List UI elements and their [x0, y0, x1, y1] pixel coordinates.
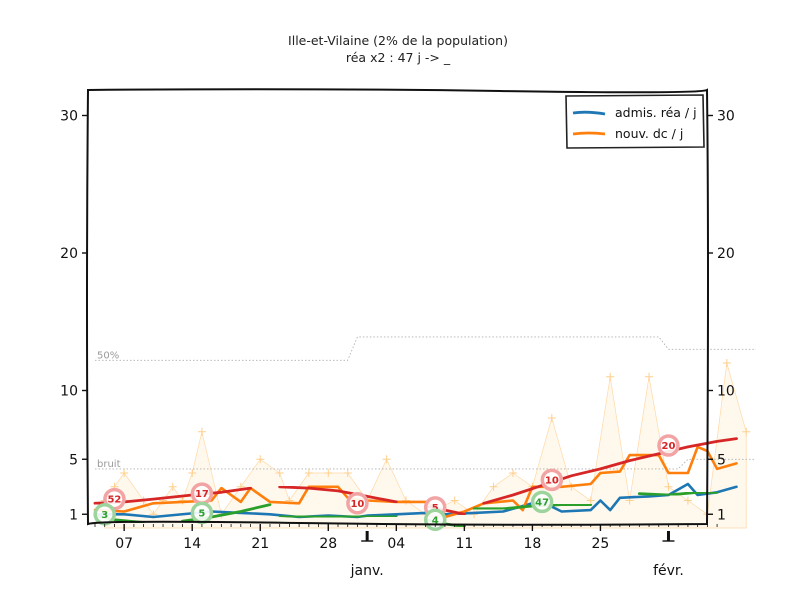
reference-line-0 — [95, 336, 756, 361]
raw-point-19 — [382, 455, 391, 464]
raw-point-15 — [304, 469, 313, 477]
y-tick-label-right-3: 20 — [717, 246, 735, 262]
y-tick-label-right-1: 5 — [717, 452, 726, 468]
x-tick-label-4: 04 — [387, 536, 405, 552]
raw-point-33 — [664, 482, 673, 491]
annotation-label-2: 10 — [350, 499, 364, 510]
raw-point-29 — [586, 496, 595, 505]
month-marker-0 — [365, 531, 369, 541]
month-marker-1 — [666, 531, 670, 541]
annotation-badge-2 — [346, 492, 369, 515]
x-tick-label-0: 07 — [115, 536, 133, 552]
annotation-label-0: 52 — [107, 495, 121, 506]
chart-subtitle: réa x2 : 47 j -> _ — [346, 50, 451, 65]
annotation-label-3: 5 — [432, 503, 439, 514]
raw-point-25 — [508, 469, 517, 477]
month-label-0: janv. — [350, 563, 384, 579]
x-tick-label-1: 14 — [183, 536, 201, 552]
series-line-2-3 — [482, 437, 738, 505]
legend: admis. réa / j nouv. dc / j — [565, 94, 705, 149]
raw-point-6 — [168, 482, 177, 491]
y-tick-label-right-2: 10 — [717, 384, 735, 400]
annotation-label-6: 3 — [101, 510, 108, 521]
raw-point-12 — [256, 455, 265, 464]
y-tick-label-left-2: 10 — [60, 384, 78, 400]
raw-point-36 — [722, 359, 731, 367]
raw-point-30 — [606, 372, 615, 381]
reference-label-1: bruit — [97, 459, 121, 470]
raw-point-37 — [742, 427, 751, 436]
chart-title: Ille-et-Vilaine (2% de la population) — [288, 33, 508, 48]
x-tick-label-5: 11 — [455, 536, 473, 552]
legend-swatch-admis — [572, 110, 606, 116]
reference-line-1 — [95, 458, 756, 470]
legend-swatch-dc — [572, 131, 606, 136]
legend-label-dc: nouv. dc / j — [615, 126, 683, 141]
raw-point-27 — [547, 414, 556, 422]
series-line-3-2 — [278, 514, 398, 519]
month-label-1: févr. — [653, 563, 684, 579]
annotation-label-4: 10 — [545, 475, 559, 486]
raw-point-2 — [120, 469, 129, 477]
raw-point-24 — [489, 482, 498, 491]
x-tick-label-3: 28 — [319, 536, 337, 552]
y-tick-label-right-4: 30 — [717, 109, 735, 125]
raw-point-32 — [645, 372, 654, 381]
annotation-label-7: 5 — [198, 508, 205, 519]
raw-point-16 — [324, 469, 333, 477]
legend-label-admis: admis. réa / j — [615, 105, 697, 120]
raw-point-17 — [343, 469, 352, 477]
y-tick-label-left-3: 20 — [60, 246, 78, 262]
y-tick-label-left-0: 1 — [69, 507, 78, 523]
x-tick-label-6: 18 — [523, 536, 541, 552]
annotation-badge-6 — [93, 503, 116, 526]
annotation-label-9: 47 — [535, 497, 549, 508]
raw-point-34 — [683, 496, 692, 505]
annotation-badge-9 — [530, 490, 554, 514]
annotation-badge-5 — [657, 434, 680, 457]
x-tick-label-7: 25 — [592, 536, 610, 552]
raw-point-9 — [197, 427, 206, 436]
y-tick-label-right-0: 1 — [717, 507, 726, 523]
y-tick-label-left-4: 30 — [60, 109, 78, 125]
annotation-badge-4 — [540, 468, 564, 492]
reference-lines-layer: 50% bruit — [95, 336, 756, 470]
raw-point-8 — [188, 469, 197, 477]
raw-point-22 — [450, 496, 459, 505]
y-tick-label-left-1: 5 — [69, 452, 78, 468]
x-tick-label-2: 21 — [251, 536, 269, 552]
raw-point-13 — [275, 469, 284, 477]
annotation-label-5: 20 — [662, 441, 676, 452]
series-line-2-1 — [278, 485, 398, 504]
reference-label-0: 50% — [97, 350, 119, 361]
annotation-label-8: 4 — [432, 515, 439, 526]
annotation-label-1: 17 — [195, 489, 209, 500]
